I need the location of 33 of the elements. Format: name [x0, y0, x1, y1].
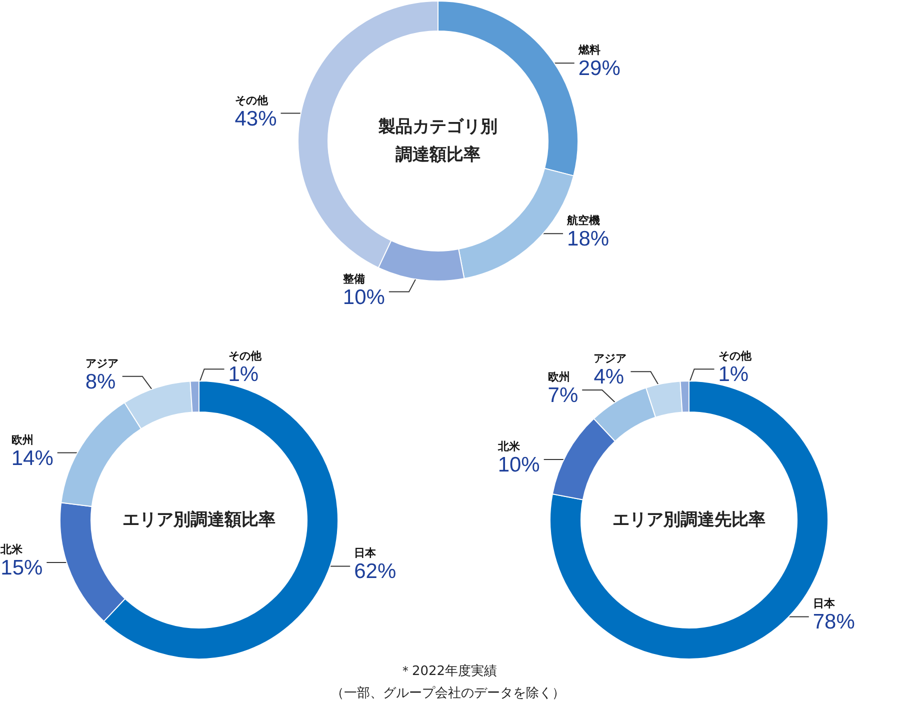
- data-label: 18%: [567, 228, 610, 251]
- slice-label: 日本: [812, 597, 836, 610]
- data-label: 14%: [11, 446, 54, 470]
- slice-label: その他: [234, 94, 269, 107]
- slice-label: アジア: [85, 356, 118, 370]
- data-label: 10%: [342, 286, 385, 309]
- data-label: 29%: [578, 57, 620, 80]
- slice-label: 燃料: [577, 44, 600, 57]
- text: ＊2022年度実績: [398, 663, 498, 681]
- slice-label: 北米: [0, 543, 24, 556]
- data-label: 10%: [498, 454, 540, 477]
- slice-label: 欧州: [11, 433, 34, 446]
- data-label: 1%: [718, 363, 749, 386]
- text: （一部、グループ会社のデータを除く）: [330, 685, 566, 702]
- slice-label: その他: [228, 350, 262, 363]
- slice-label: 航空機: [566, 214, 600, 228]
- slice-label: 整備: [342, 272, 365, 286]
- data-label: 78%: [812, 610, 855, 634]
- data-label: 15%: [0, 556, 43, 580]
- data-label: 1%: [228, 363, 259, 386]
- text: エリア別調達額比率: [122, 509, 276, 532]
- slice-label: その他: [718, 350, 752, 363]
- slice-label: アジア: [594, 352, 627, 366]
- data-label: 43%: [234, 107, 277, 130]
- data-label: 62%: [354, 560, 396, 584]
- data-label: 4%: [594, 366, 624, 389]
- text: 製品カテゴリ別調達額比率: [378, 116, 498, 167]
- data-label: 7%: [548, 384, 578, 408]
- slice-label: 北米: [496, 440, 521, 454]
- slice-label: 欧州: [548, 370, 570, 384]
- slice-label: 日本: [354, 546, 378, 560]
- data-label: 8%: [85, 370, 116, 394]
- text: エリア別調達先比率: [612, 509, 766, 532]
